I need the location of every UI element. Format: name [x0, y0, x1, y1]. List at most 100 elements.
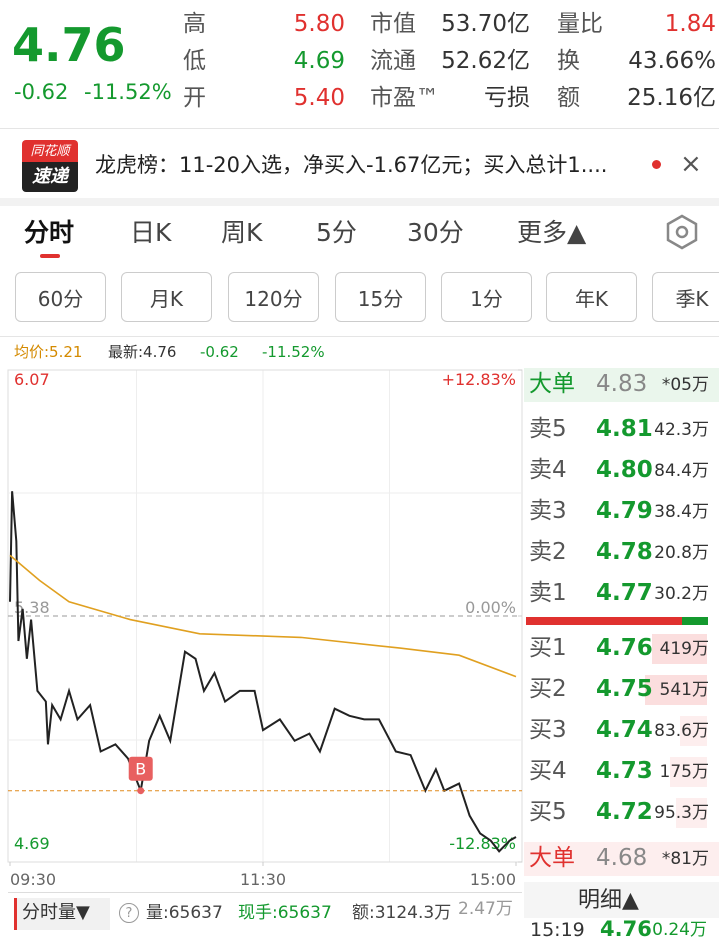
- book-volume: *05万: [661, 375, 709, 395]
- stat-label: 流通: [370, 48, 416, 74]
- news-dot: [652, 160, 661, 169]
- bid-bar: [676, 798, 707, 828]
- price: 4.76: [12, 18, 126, 72]
- volume: 量:65637: [146, 903, 223, 923]
- book-label: 买1: [529, 635, 567, 661]
- buy-marker-label: B: [135, 760, 146, 779]
- y2-tick-label: 0.00%: [465, 598, 516, 617]
- price-line: [9, 491, 517, 853]
- book-label: 卖4: [529, 457, 567, 483]
- detail-title[interactable]: 明细▲: [578, 888, 639, 913]
- logo-bottom: 速递: [22, 162, 78, 192]
- stat-value: 1.84: [664, 11, 716, 37]
- tab[interactable]: 日K: [130, 218, 172, 247]
- help-icon[interactable]: ?: [119, 903, 139, 923]
- bid-bar: [680, 716, 707, 746]
- book-price: 4.76: [596, 635, 653, 661]
- book-label: 买2: [529, 676, 567, 702]
- hexagon-dot: [675, 225, 689, 239]
- amount: 额:3124.3万: [352, 903, 452, 923]
- period-button[interactable]: 15分: [335, 272, 426, 322]
- book-label: 大单: [529, 845, 575, 871]
- period-button[interactable]: 120分: [228, 272, 319, 322]
- news-text[interactable]: 龙虎榜：11-20入选，净买入-1.67亿元；买入总计1....: [95, 153, 608, 177]
- x-tick-label: 15:00: [470, 870, 516, 889]
- period-button[interactable]: 1分: [441, 272, 532, 322]
- y2-tick-label: +12.83%: [442, 370, 516, 389]
- book-volume: 419万: [659, 639, 709, 659]
- stat-label: 换: [557, 48, 580, 74]
- book-label: 卖3: [529, 498, 567, 524]
- book-price: 4.79: [596, 498, 653, 524]
- stat-label: 市值: [370, 11, 416, 37]
- info-change-pct: -11.52%: [262, 343, 325, 361]
- period-button[interactable]: 月K: [121, 272, 212, 322]
- separator: [0, 198, 719, 206]
- avg-line: [9, 554, 517, 678]
- book-price: 4.78: [596, 539, 653, 565]
- buy-point: [137, 787, 145, 795]
- bid-bar: [670, 757, 707, 787]
- stat-value: 5.80: [293, 11, 345, 37]
- last-price: 最新:4.76: [108, 343, 177, 361]
- book-price: 4.81: [596, 416, 653, 442]
- bid-ratio: [526, 617, 682, 625]
- volume-selector[interactable]: 分时量▼: [22, 902, 90, 923]
- stat-label: 量比: [557, 11, 603, 37]
- book-price: 4.80: [596, 457, 653, 483]
- tab[interactable]: 周K: [221, 218, 263, 247]
- book-label: 买4: [529, 758, 567, 784]
- volume-max: 2.47万: [458, 899, 513, 919]
- tab[interactable]: 更多▲: [517, 218, 587, 247]
- book-price: 4.73: [596, 758, 653, 784]
- divider: [8, 892, 522, 893]
- tab[interactable]: 30分: [407, 218, 464, 247]
- book-volume: 38.4万: [654, 502, 709, 522]
- stat-value: 53.70亿: [441, 11, 530, 37]
- detail-bg[interactable]: [524, 882, 719, 918]
- big-buy-bg: [524, 842, 719, 876]
- book-label: 买3: [529, 717, 567, 743]
- tab[interactable]: 分时: [24, 218, 75, 247]
- book-price: 4.68: [596, 845, 648, 871]
- period-button[interactable]: 年K: [546, 272, 637, 322]
- detail-time: 15:19: [530, 919, 585, 941]
- stat-value: 52.62亿: [441, 48, 530, 74]
- news-close[interactable]: ×: [680, 149, 702, 179]
- info-change: -0.62: [200, 343, 239, 361]
- book-volume: *81万: [661, 849, 709, 869]
- book-price: 4.72: [596, 799, 653, 825]
- settings-icon[interactable]: [664, 214, 700, 250]
- ask-ratio: [682, 617, 708, 625]
- big-sell-bg: [524, 368, 719, 402]
- current-hand: 现手:65637: [238, 903, 332, 923]
- book-volume: 83.6万: [654, 721, 709, 741]
- period-button[interactable]: 季K: [652, 272, 719, 322]
- book-volume: 30.2万: [654, 584, 709, 604]
- stat-value: 43.66%: [628, 48, 716, 74]
- stat-label: 市盈™: [370, 85, 439, 111]
- x-tick-label: 09:30: [10, 870, 56, 889]
- divider: [0, 336, 719, 337]
- y-tick-label: 6.07: [14, 370, 50, 389]
- bid-bar: [652, 634, 707, 664]
- detail-volume: 0.24万: [652, 920, 707, 940]
- book-label: 卖1: [529, 580, 567, 606]
- hexagon: [666, 214, 698, 250]
- book-label: 卖5: [529, 416, 567, 442]
- book-price: 4.77: [596, 580, 653, 606]
- y-tick-label: 4.69: [14, 834, 50, 853]
- stat-label: 低: [183, 48, 206, 74]
- book-volume: 541万: [659, 680, 709, 700]
- tab[interactable]: 5分: [316, 218, 357, 247]
- period-button[interactable]: 60分: [15, 272, 106, 322]
- news-logo: 同花顺 速递: [22, 140, 78, 192]
- selector-bg[interactable]: [14, 898, 110, 930]
- bid-bar: [645, 675, 707, 705]
- stat-value: 4.69: [293, 48, 345, 74]
- stat-value: 25.16亿: [627, 85, 716, 111]
- book-price: 4.83: [596, 371, 648, 397]
- tab-underline: [40, 254, 60, 258]
- book-price: 4.75: [596, 676, 653, 702]
- stat-value: 5.40: [293, 85, 345, 111]
